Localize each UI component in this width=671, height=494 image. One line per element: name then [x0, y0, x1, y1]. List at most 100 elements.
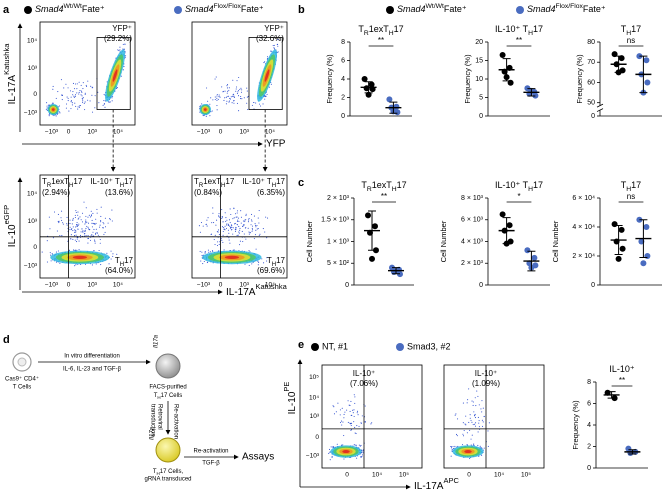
cell-nucleus — [17, 357, 27, 367]
flow-event — [70, 234, 72, 236]
flow-event — [253, 238, 255, 240]
y-tick-label: 2 × 10³ — [327, 195, 350, 202]
label-part: IL-17A — [414, 481, 444, 492]
flow-event — [470, 444, 472, 446]
flow-event — [218, 215, 220, 217]
flow-event — [451, 448, 453, 451]
legend-label: Smad4Flox/FloxFate⁺ — [527, 3, 606, 14]
flow-event — [81, 228, 83, 230]
gate-percent: (32.6%) — [256, 34, 284, 43]
flow-event — [483, 447, 485, 449]
label-part: IL-10⁺ T — [242, 177, 272, 186]
y-tick-label: 70 — [587, 59, 595, 66]
y-axis-label: Cell Number — [305, 220, 314, 262]
flow-event — [94, 239, 96, 241]
flow-event — [360, 444, 362, 447]
flow-event — [204, 252, 206, 254]
flow-event — [206, 219, 208, 221]
x-tick-label: 0 — [67, 282, 71, 289]
flow-event — [341, 407, 343, 409]
rich-label: TH17 Cells, — [153, 469, 184, 476]
flow-event — [123, 66, 125, 68]
flow-event — [70, 238, 72, 240]
flow-event — [235, 88, 237, 90]
flow-density — [224, 255, 240, 260]
flow-event — [456, 435, 458, 437]
flow-event — [83, 201, 85, 203]
flow-event — [230, 96, 232, 98]
flow-event — [353, 444, 355, 446]
label-part: R — [367, 186, 372, 193]
flow-event — [247, 221, 249, 223]
flow-event — [232, 233, 234, 235]
flow-event — [70, 96, 72, 98]
flow-event — [52, 102, 54, 104]
flow-event — [48, 216, 50, 218]
legend-label: Smad4Flox/FloxFate⁺ — [185, 3, 264, 14]
label-part: Flox/Flox — [214, 3, 242, 10]
flow-event — [233, 102, 235, 104]
flow-event — [248, 264, 250, 266]
flow-event — [242, 225, 244, 227]
flow-event — [243, 224, 245, 226]
flow-event — [45, 108, 47, 110]
flow-event — [69, 219, 71, 221]
flow-event — [240, 91, 243, 93]
flow-event — [333, 406, 335, 408]
flow-density — [72, 255, 88, 260]
flow-event — [237, 219, 239, 221]
flow-event — [221, 226, 223, 228]
flow-event — [213, 239, 215, 241]
gate — [96, 37, 131, 110]
flow-event — [452, 446, 454, 448]
flow-event — [344, 411, 346, 413]
dot — [361, 76, 368, 82]
flow-event — [61, 94, 63, 96]
flow-event — [244, 219, 246, 221]
label-part: Smad4 — [185, 4, 214, 14]
label-part: 17 — [533, 180, 543, 190]
flow-event — [66, 216, 68, 219]
flow-event — [111, 209, 113, 211]
x-tick-label: 10⁴ — [265, 129, 275, 136]
panel-label: c — [298, 177, 304, 189]
flow-event — [230, 224, 232, 226]
label-part: T — [267, 256, 272, 265]
flow-event — [55, 115, 57, 117]
flow-event — [206, 225, 208, 227]
flow-event — [222, 234, 224, 236]
y-tick-label: 4 × 10³ — [461, 238, 484, 245]
flow-event — [488, 422, 490, 424]
flow-event — [462, 422, 464, 424]
flow-event — [244, 263, 246, 265]
x-tick-label: 10³ — [88, 129, 98, 136]
flow-event — [254, 223, 256, 225]
label-part: 17 — [124, 177, 133, 186]
flow-event — [219, 241, 221, 243]
flow-event — [199, 106, 201, 108]
flow-event — [74, 265, 76, 267]
flow-event — [122, 48, 124, 50]
flow-event — [78, 93, 80, 95]
label: Il17a — [154, 334, 160, 348]
flow-event — [266, 93, 268, 95]
flow-event — [91, 87, 93, 89]
flow-event — [237, 91, 239, 93]
flow-event — [223, 228, 225, 230]
flow-event — [234, 223, 236, 225]
dot — [618, 226, 625, 233]
flow-event — [229, 242, 231, 244]
label-part: Flox/Flox — [556, 3, 584, 10]
flow-event — [257, 260, 259, 262]
flow-event — [218, 94, 220, 96]
flow-event — [228, 95, 230, 97]
y-tick-label: 10⁵ — [309, 374, 319, 381]
label-part: H — [528, 186, 533, 193]
flow-event — [216, 94, 218, 96]
flow-event — [341, 444, 343, 446]
flow-event — [46, 109, 48, 111]
flow-event — [256, 228, 258, 230]
flow-event — [263, 262, 265, 264]
flow-event — [212, 99, 214, 101]
flow-event — [352, 412, 354, 414]
